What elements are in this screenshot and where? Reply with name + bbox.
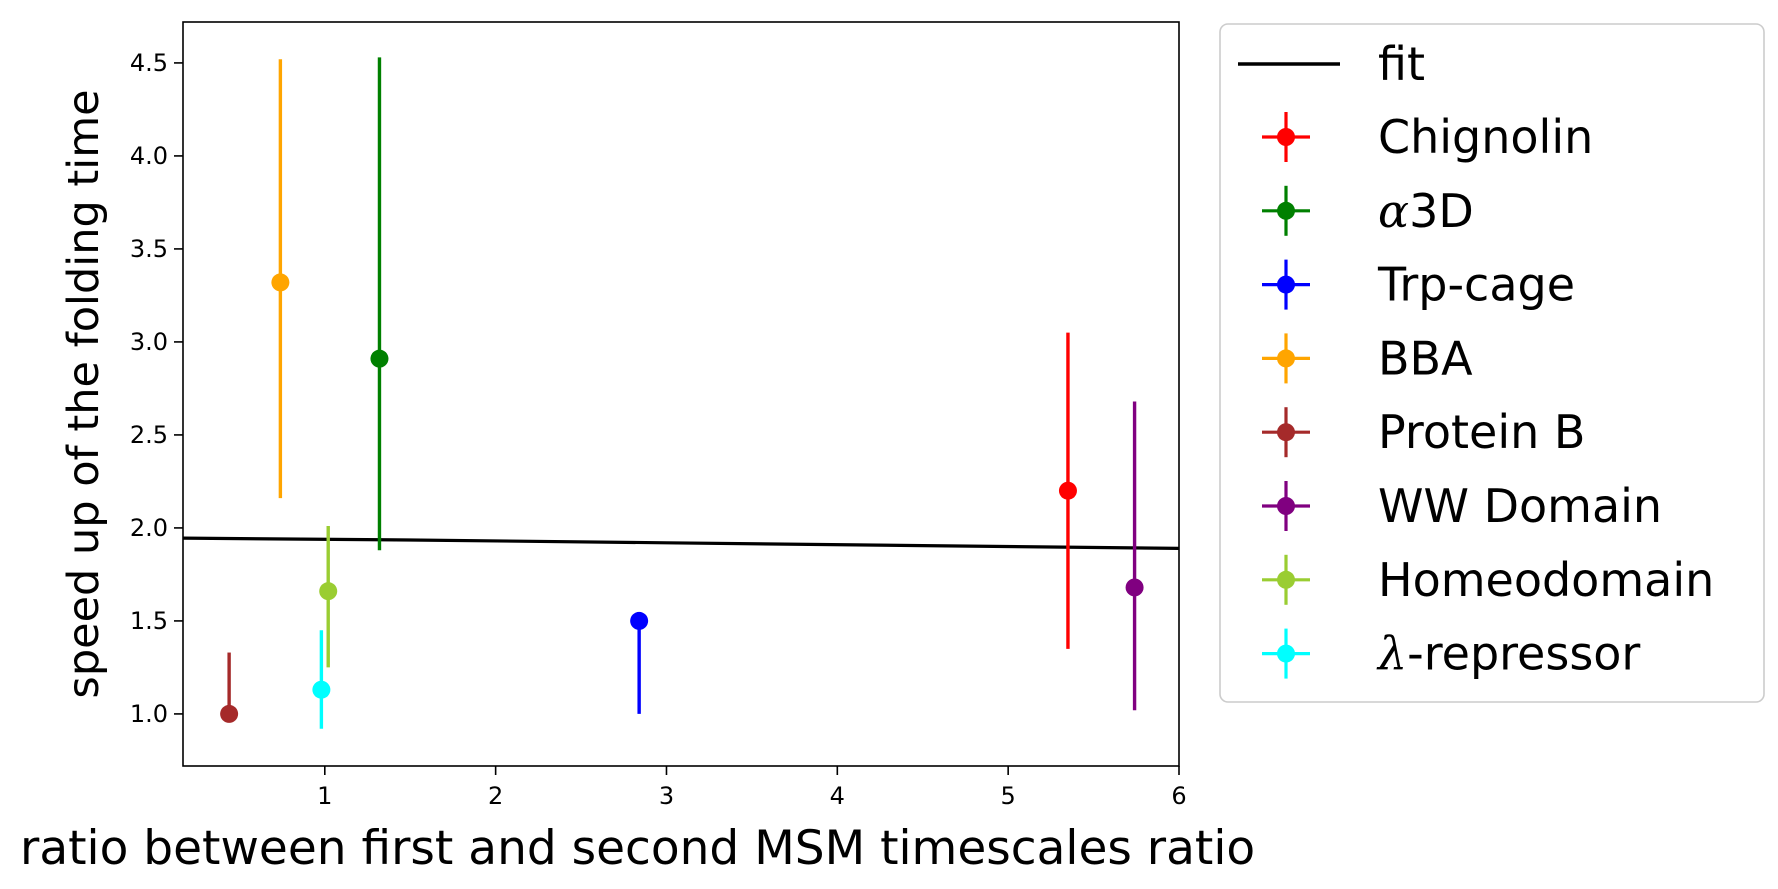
legend-item: λ-repressor <box>1262 627 1640 681</box>
legend-marker-dot <box>1277 128 1295 146</box>
x-tick-label: 1 <box>317 782 332 810</box>
legend-item: Protein B <box>1262 405 1585 459</box>
data-series <box>1058 332 1077 649</box>
legend-label: BBA <box>1378 331 1473 385</box>
legend-marker-dot <box>1277 275 1295 294</box>
legend-label: Protein B <box>1378 405 1585 459</box>
data-point <box>312 680 331 699</box>
plot-area <box>182 21 1180 767</box>
data-series <box>1125 401 1144 711</box>
data-series <box>630 611 649 714</box>
legend-marker-dot <box>1277 349 1295 368</box>
data-point <box>630 611 649 630</box>
legend-item: α3D <box>1262 184 1474 238</box>
data-point <box>1125 578 1144 597</box>
y-axis: 1.0 1.5 2.0 2.5 3.0 3.5 4.0 4.5 <box>130 49 183 728</box>
y-tick-label: 1.5 <box>130 607 168 635</box>
y-tick-label: 2.5 <box>130 421 168 449</box>
x-tick-label: 5 <box>1001 782 1016 810</box>
legend-item: BBA <box>1262 331 1473 385</box>
legend-item: Chignolin <box>1262 110 1593 164</box>
data-series <box>370 57 389 551</box>
data-series <box>271 59 290 499</box>
data-series <box>312 630 331 729</box>
legend-item: Trp-cage <box>1262 258 1575 312</box>
x-tick-label: 6 <box>1171 782 1186 810</box>
legend-label: Homeodomain <box>1378 553 1714 607</box>
legend: fit Chignolin α3D Trp-cage BBA Protein B WW Do… <box>1219 23 1765 703</box>
legend-item-fit: fit <box>1238 37 1425 91</box>
data-point <box>319 582 338 601</box>
fit-layer <box>182 536 1180 550</box>
y-tick-label: 2.0 <box>130 514 168 542</box>
y-axis-label: speed up of the folding time <box>59 89 109 698</box>
fit-line <box>182 536 1180 550</box>
legend-marker-dot <box>1277 497 1295 515</box>
series-layer <box>220 57 1144 729</box>
x-axis-label: ratio between first and second MSM times… <box>20 821 1255 876</box>
x-tick-label: 4 <box>830 782 845 810</box>
legend-marker-dot <box>1277 570 1295 589</box>
y-tick-label: 1.0 <box>130 700 168 728</box>
legend-frame <box>1219 23 1765 703</box>
legend-items: fit Chignolin α3D Trp-cage BBA Protein B WW Do… <box>1238 37 1714 681</box>
legend-item: WW Domain <box>1262 479 1662 533</box>
y-tick-label: 3.0 <box>130 328 168 356</box>
legend-marker-dot <box>1277 644 1295 663</box>
legend-marker-dot <box>1277 201 1295 220</box>
legend-label: Trp-cage <box>1377 258 1575 312</box>
data-series <box>319 526 338 668</box>
data-point <box>220 704 239 723</box>
legend-label: WW Domain <box>1378 479 1662 533</box>
legend-label: α3D <box>1378 184 1474 238</box>
x-tick-label: 2 <box>488 782 503 810</box>
y-tick-label: 4.0 <box>130 142 168 170</box>
legend-label: fit <box>1378 37 1425 91</box>
y-tick-label: 4.5 <box>130 49 168 77</box>
legend-item: Homeodomain <box>1262 553 1714 607</box>
x-axis: 1 2 3 4 5 6 <box>317 766 1187 810</box>
axes-frame <box>182 21 1180 767</box>
data-point <box>271 273 290 292</box>
legend-label: λ-repressor <box>1376 627 1640 681</box>
x-tick-label: 3 <box>659 782 674 810</box>
data-point <box>1058 481 1077 500</box>
data-point <box>370 349 389 368</box>
legend-marker-dot <box>1277 423 1295 442</box>
legend-label: Chignolin <box>1378 110 1593 164</box>
data-series <box>220 652 239 723</box>
y-tick-label: 3.5 <box>130 235 168 263</box>
